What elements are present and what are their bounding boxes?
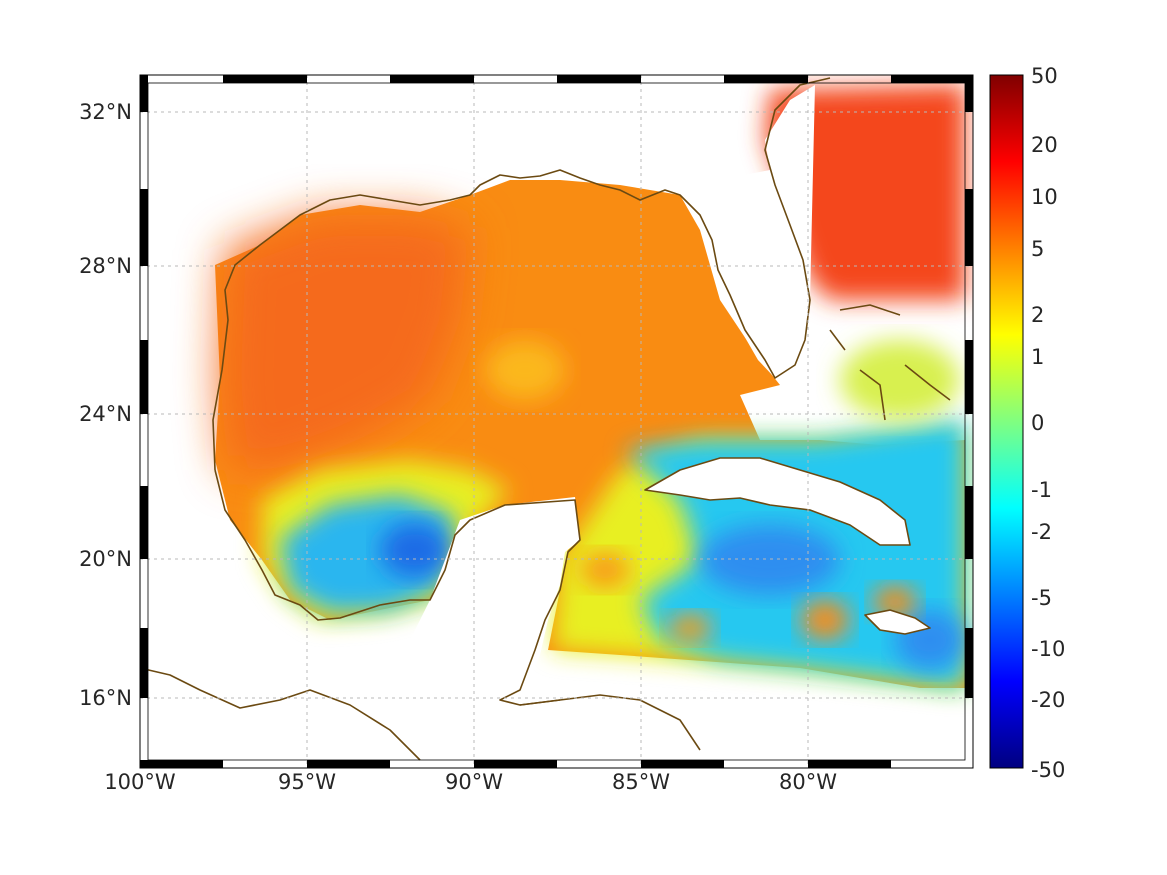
colorbar-labels: 50 20 10 5 2 1 0 -1 -2 -5 -10 -20 -50 [1031, 64, 1065, 782]
colorbar-tick-label: 20 [1031, 133, 1058, 157]
central-mid [485, 340, 565, 400]
cuba-land [645, 458, 910, 545]
graticule [140, 75, 973, 768]
lon-tick-label: 90°W [445, 770, 503, 794]
land [410, 85, 930, 720]
colorbar-tick-label: -20 [1031, 688, 1065, 712]
central-america-coast [139, 667, 421, 761]
mexico-gulf-coast [214, 469, 581, 706]
map-frame [139, 74, 974, 769]
lat-tick-labels: 32°N 28°N 24°N 20°N 16°N [79, 100, 132, 710]
caribbean-strong-negative [700, 525, 840, 595]
caribbean-warm-spot-4 [580, 552, 630, 588]
jamaica-land [865, 610, 930, 634]
ocean-field [215, 85, 965, 690]
coastlines [139, 77, 951, 761]
caribbean-warm-spot-1 [801, 600, 849, 640]
lon-tick-label: 100°W [104, 770, 176, 794]
campeche-strong-negative [380, 522, 450, 578]
lon-tick-label: 80°W [779, 770, 837, 794]
colorbar-tick-label: -50 [1031, 758, 1065, 782]
cuba-coast [644, 457, 911, 546]
yucatan-land [410, 497, 580, 720]
colorbar-tick-label: 10 [1031, 185, 1058, 209]
atlantic-warm [765, 85, 965, 300]
colorbar-tick-label: -5 [1031, 586, 1052, 610]
louisiana-coast [469, 77, 831, 379]
colorbar-tick-label: 0 [1031, 411, 1044, 435]
colorbar-gradient [989, 74, 1024, 769]
lat-tick-label: 16°N [79, 686, 132, 710]
colorbar-tick-label: 1 [1031, 345, 1044, 369]
colorbar: 50 20 10 5 2 1 0 -1 -2 -5 -10 -20 -50 [989, 64, 1065, 782]
jamaica-coast [864, 609, 931, 635]
colorbar-tick-label: 50 [1031, 64, 1058, 88]
lat-tick-label: 24°N [79, 402, 132, 426]
western-warm [220, 215, 470, 470]
caribbean-warm-spot-2 [873, 586, 917, 618]
colorbar-tick-label: -10 [1031, 637, 1065, 661]
lon-tick-label: 85°W [612, 770, 670, 794]
florida-land [690, 85, 815, 378]
gulf-west-coast [212, 194, 471, 471]
lat-tick-label: 32°N [79, 100, 132, 124]
lon-tick-label: 95°W [278, 770, 336, 794]
lon-tick-labels: 100°W 95°W 90°W 85°W 80°W [104, 770, 837, 794]
colorbar-tick-label: -1 [1031, 478, 1052, 502]
lat-tick-label: 28°N [79, 254, 132, 278]
honduras-coast [519, 694, 701, 751]
colorbar-tick-label: 2 [1031, 303, 1044, 327]
colorbar-tick-label: 5 [1031, 237, 1044, 261]
lat-tick-label: 20°N [79, 547, 132, 571]
caribbean-warm-spot-3 [668, 614, 712, 642]
bahamas-coast [829, 304, 951, 421]
colorbar-tick-label: -2 [1031, 520, 1052, 544]
bahamas-mid [840, 340, 960, 420]
